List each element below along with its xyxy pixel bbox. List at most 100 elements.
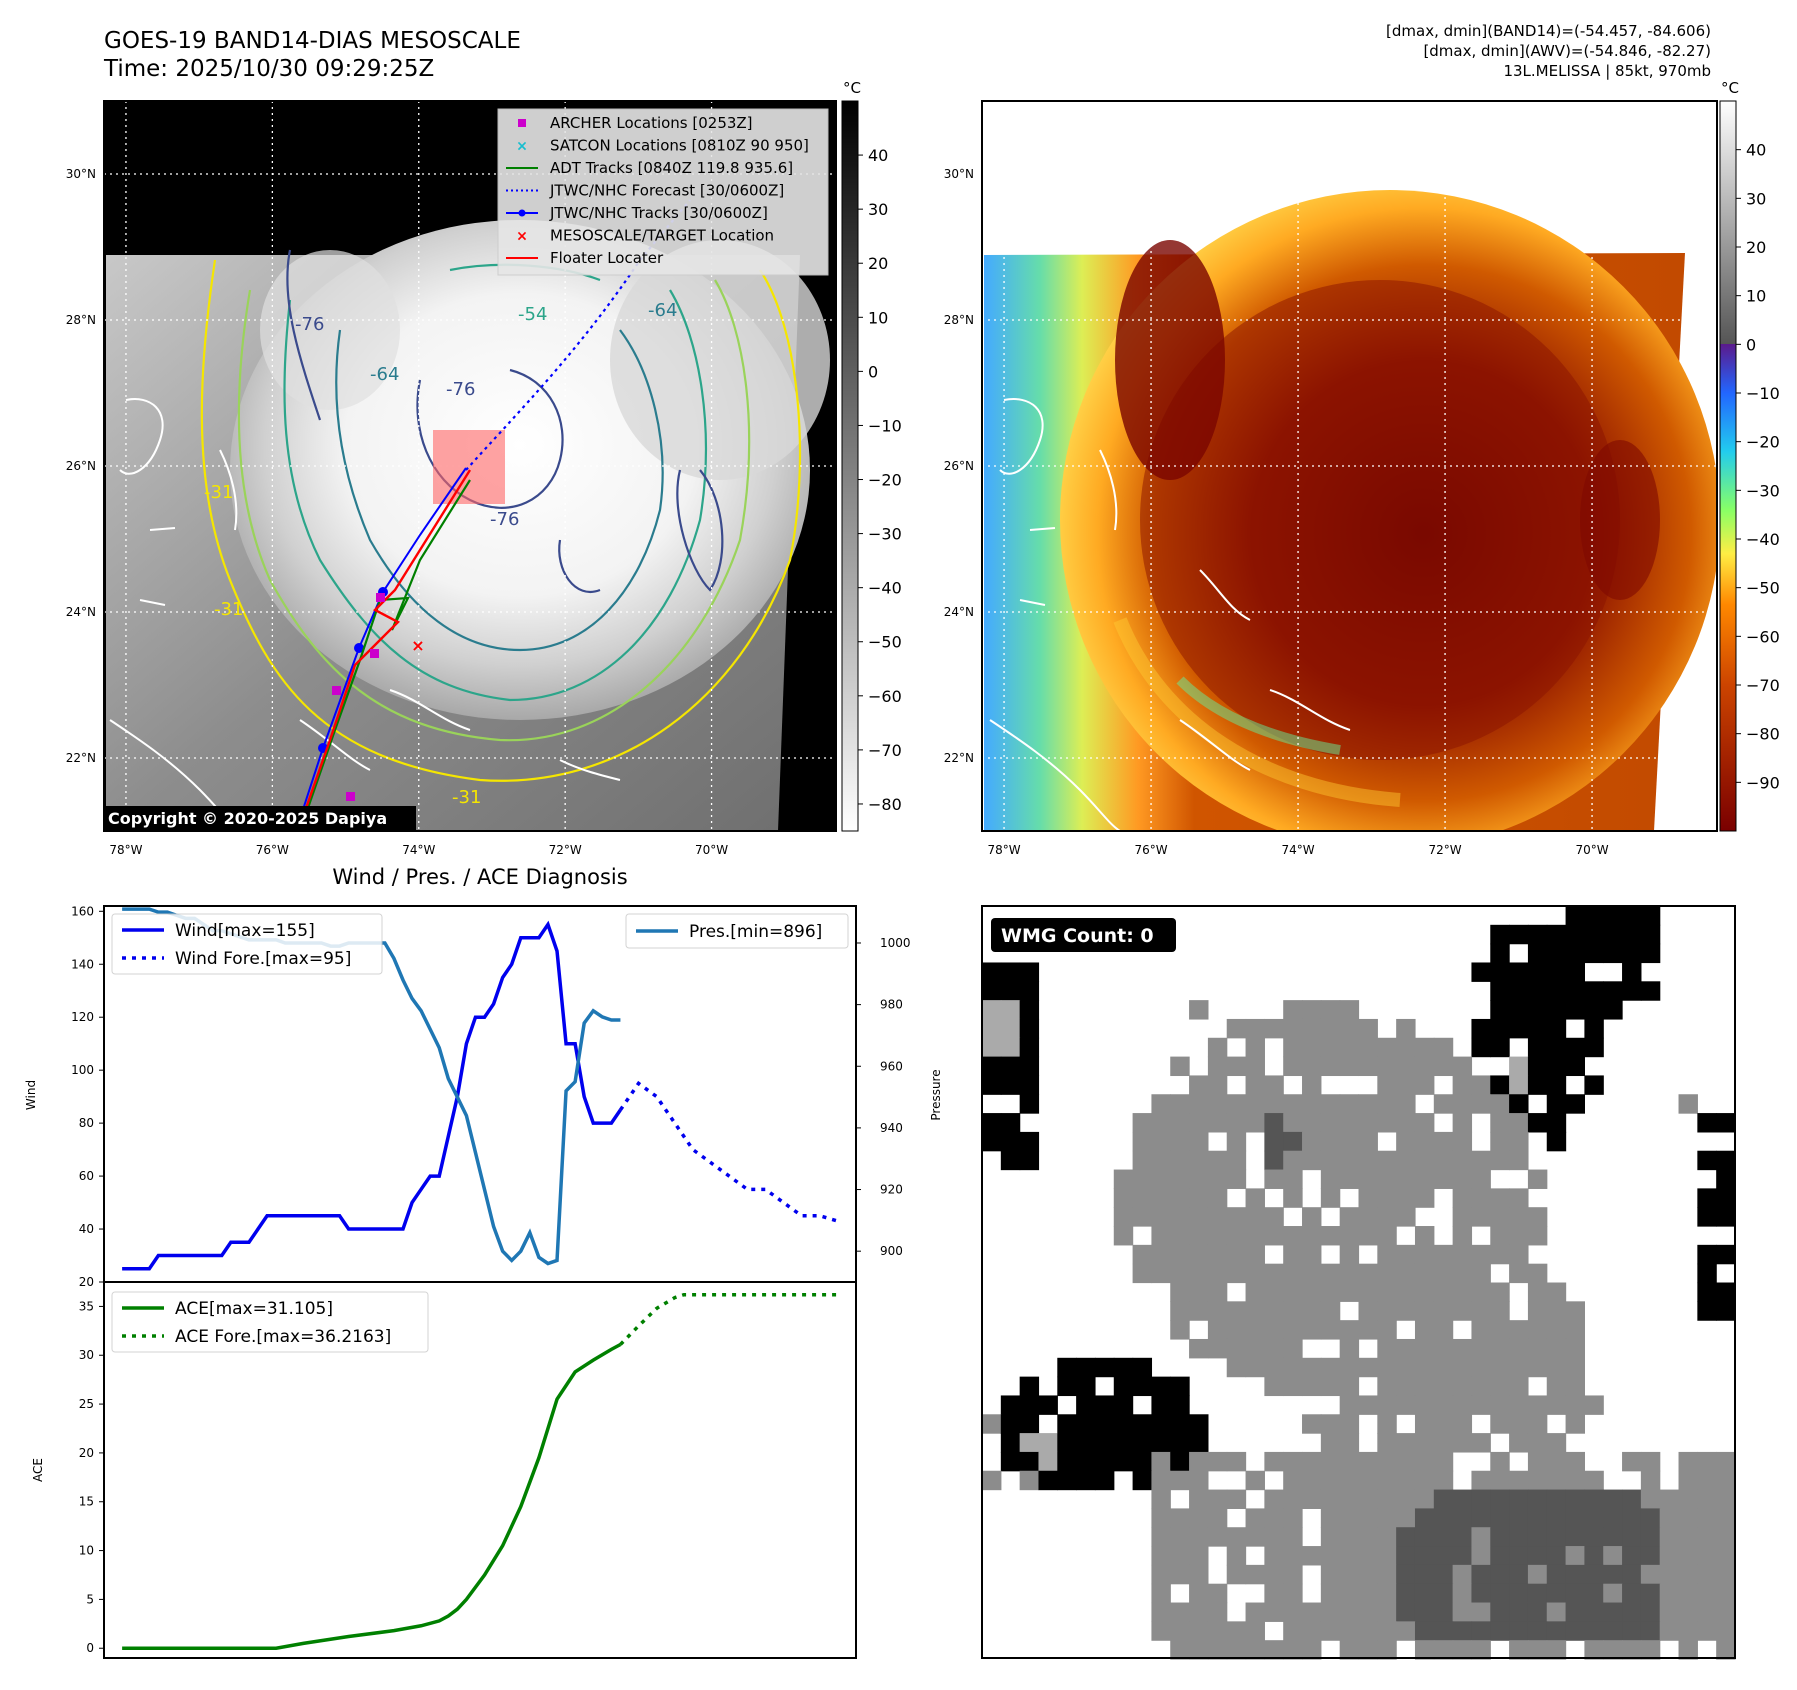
colorbar-tick-label: −90 <box>1746 773 1780 792</box>
colorbar-tick-label: −10 <box>868 416 902 435</box>
legend-entry: MESOSCALE/TARGET Location <box>550 227 774 245</box>
copyright-label: Copyright © 2020-2025 Dapiya <box>108 809 387 828</box>
colorbar-tick-label: 10 <box>1746 287 1766 306</box>
wmg-frame <box>981 905 1736 1659</box>
awv-map-axis-labels: 78°W 76°W 74°W 72°W 70°W 30°N 28°N 26°N 24°N 22°N <box>944 167 1609 857</box>
wind-ytick-label: 140 <box>71 957 94 971</box>
map-lat-label: 28°N <box>66 313 96 327</box>
ace-ytick-label: 25 <box>79 1397 94 1411</box>
contour-label: -76 <box>490 509 519 530</box>
legend-entry: SATCON Locations [0810Z 90 950] <box>550 137 809 155</box>
colorbar-tick-label: −20 <box>868 471 902 490</box>
colorbar-tick-label: 20 <box>868 254 888 273</box>
legend-marker: × <box>516 139 528 155</box>
awv-coastlines <box>989 398 1351 831</box>
adt-track <box>298 479 471 831</box>
diagnosis-title: Wind / Pres. / ACE Diagnosis <box>332 865 627 889</box>
wind-ytick-label: 100 <box>71 1063 94 1077</box>
legend-marker: × <box>516 229 528 245</box>
awv-colorbar-unit: °C <box>1721 79 1739 97</box>
contour-label: -76 <box>446 379 475 400</box>
legend-entry: Floater Locater <box>550 249 664 267</box>
ir-colorbar-unit: °C <box>843 79 861 97</box>
legend-marker <box>518 209 526 217</box>
series-line <box>122 920 622 1271</box>
ace-plot: 0 5 10 15 20 25 30 35 ACE[max=31.105] ACE Fore.[m… <box>79 1291 838 1655</box>
jtwc-track-point <box>354 643 364 653</box>
legend-marker <box>518 119 526 127</box>
map-lat-label: 24°N <box>66 605 96 619</box>
map-lon-label: 76°W <box>256 843 289 857</box>
awv-colorbar-ticks: 40 30 20 10 0 −10 −20 −30 −40 −50 −60 −70 −80 −90 <box>1736 141 1780 792</box>
colorbar-tick-label: −50 <box>868 633 902 652</box>
colorbar-tick-label: −80 <box>1746 725 1780 744</box>
wmg-count-badge <box>991 918 1176 952</box>
wind-ytick-label: 60 <box>79 1169 94 1183</box>
map-lat-label: 30°N <box>66 167 96 181</box>
colorbar-tick-label: −70 <box>1746 676 1780 695</box>
legend-entry: ACE Fore.[max=36.2163] <box>175 1327 391 1347</box>
map-lat-label: 22°N <box>66 751 96 765</box>
colorbar-tick-label: −60 <box>1746 627 1780 646</box>
awv-map-panel <box>982 101 1717 831</box>
ace-ytick-label: 5 <box>86 1592 94 1606</box>
legend-entry: ARCHER Locations [0253Z] <box>550 114 753 132</box>
ir-map-axis-labels: 78°W 76°W 74°W 72°W 70°W 30°N 28°N 26°N 24°N 22°N <box>66 167 729 857</box>
wind-ytick-label: 40 <box>79 1222 94 1236</box>
map-lon-label: 78°W <box>109 843 142 857</box>
colorbar-tick-label: 0 <box>868 362 878 381</box>
legend-entry: JTWC/NHC Tracks [30/0600Z] <box>549 204 768 222</box>
wind-ytick-label: 160 <box>71 904 94 918</box>
colorbar-tick-label: 0 <box>1746 335 1756 354</box>
colorbar-tick-label: −80 <box>868 795 902 814</box>
pressure-ytick-label: 940 <box>880 1121 903 1135</box>
colorbar-tick-label: −70 <box>868 741 902 760</box>
jtwc-track <box>295 467 467 831</box>
awv-colorbar <box>1719 100 1737 832</box>
map-lat-label: 30°N <box>944 167 974 181</box>
colorbar-tick-label: −30 <box>1746 481 1780 500</box>
contour-label: -31 <box>452 787 481 808</box>
ace-ytick-label: 35 <box>79 1299 94 1313</box>
wind-legend: Wind[max=155] Wind Fore.[max=95] <box>111 913 383 975</box>
series-line <box>618 1080 839 1223</box>
pressure-ytick-label: 920 <box>880 1183 903 1197</box>
wmg-grid <box>982 906 1736 1660</box>
floater-box <box>433 430 505 504</box>
wind-pressure-plot: 20 40 60 80 100 120 140 160 900 920 940 960 980 1000 W… <box>71 904 910 1289</box>
series-line <box>122 1342 622 1650</box>
contour-label: -54 <box>518 304 547 325</box>
map-lon-label: 76°W <box>1134 843 1167 857</box>
chart-time: Time: 2025/10/30 09:29:25Z <box>104 56 435 82</box>
colorbar-tick-label: −20 <box>1746 433 1780 452</box>
pressure-axis-label: Pressure <box>929 1069 943 1120</box>
colorbar-tick-label: 40 <box>868 146 888 165</box>
ir-map-panel: × -76 -76 -54 -64 -64 -76 -31 -31 -31 AR… <box>104 101 836 831</box>
awv-gridlines <box>982 101 1717 831</box>
ace-legend: ACE[max=31.105] ACE Fore.[max=36.2163] <box>111 1291 429 1353</box>
archer-point <box>376 593 385 602</box>
storm-info-label: 13L.MELISSA | 85kt, 970mb <box>1503 62 1711 80</box>
ace-ytick-label: 0 <box>86 1641 94 1655</box>
legend-entry: ACE[max=31.105] <box>175 1299 333 1319</box>
ace-ytick-label: 20 <box>79 1446 94 1460</box>
awv-map-frame <box>981 100 1718 832</box>
legend-entry: Pres.[min=896] <box>689 922 822 942</box>
pressure-legend: Pres.[min=896] <box>625 913 849 949</box>
contour-label: -31 <box>214 599 243 620</box>
ir-map-legend: ARCHER Locations [0253Z] × SATCON Location… <box>497 108 829 276</box>
map-lat-label: 28°N <box>944 313 974 327</box>
wind-ytick-label: 120 <box>71 1010 94 1024</box>
map-lon-label: 74°W <box>1281 843 1314 857</box>
ir-map-frame <box>103 100 837 832</box>
map-lon-label: 72°W <box>1428 843 1461 857</box>
colorbar-tick-label: −40 <box>868 579 902 598</box>
ir-colorbar-ticks: 40 30 20 10 0 −10 −20 −30 −40 −50 −60 −70 −80 <box>858 146 902 814</box>
colorbar-tick-label: −30 <box>868 525 902 544</box>
ace-ytick-label: 10 <box>79 1544 94 1558</box>
legend-entry: ADT Tracks [0840Z 119.8 935.6] <box>550 159 793 177</box>
jtwc-forecast-track <box>465 199 691 471</box>
ir-colorbar <box>841 100 859 832</box>
map-lon-label: 74°W <box>402 843 435 857</box>
